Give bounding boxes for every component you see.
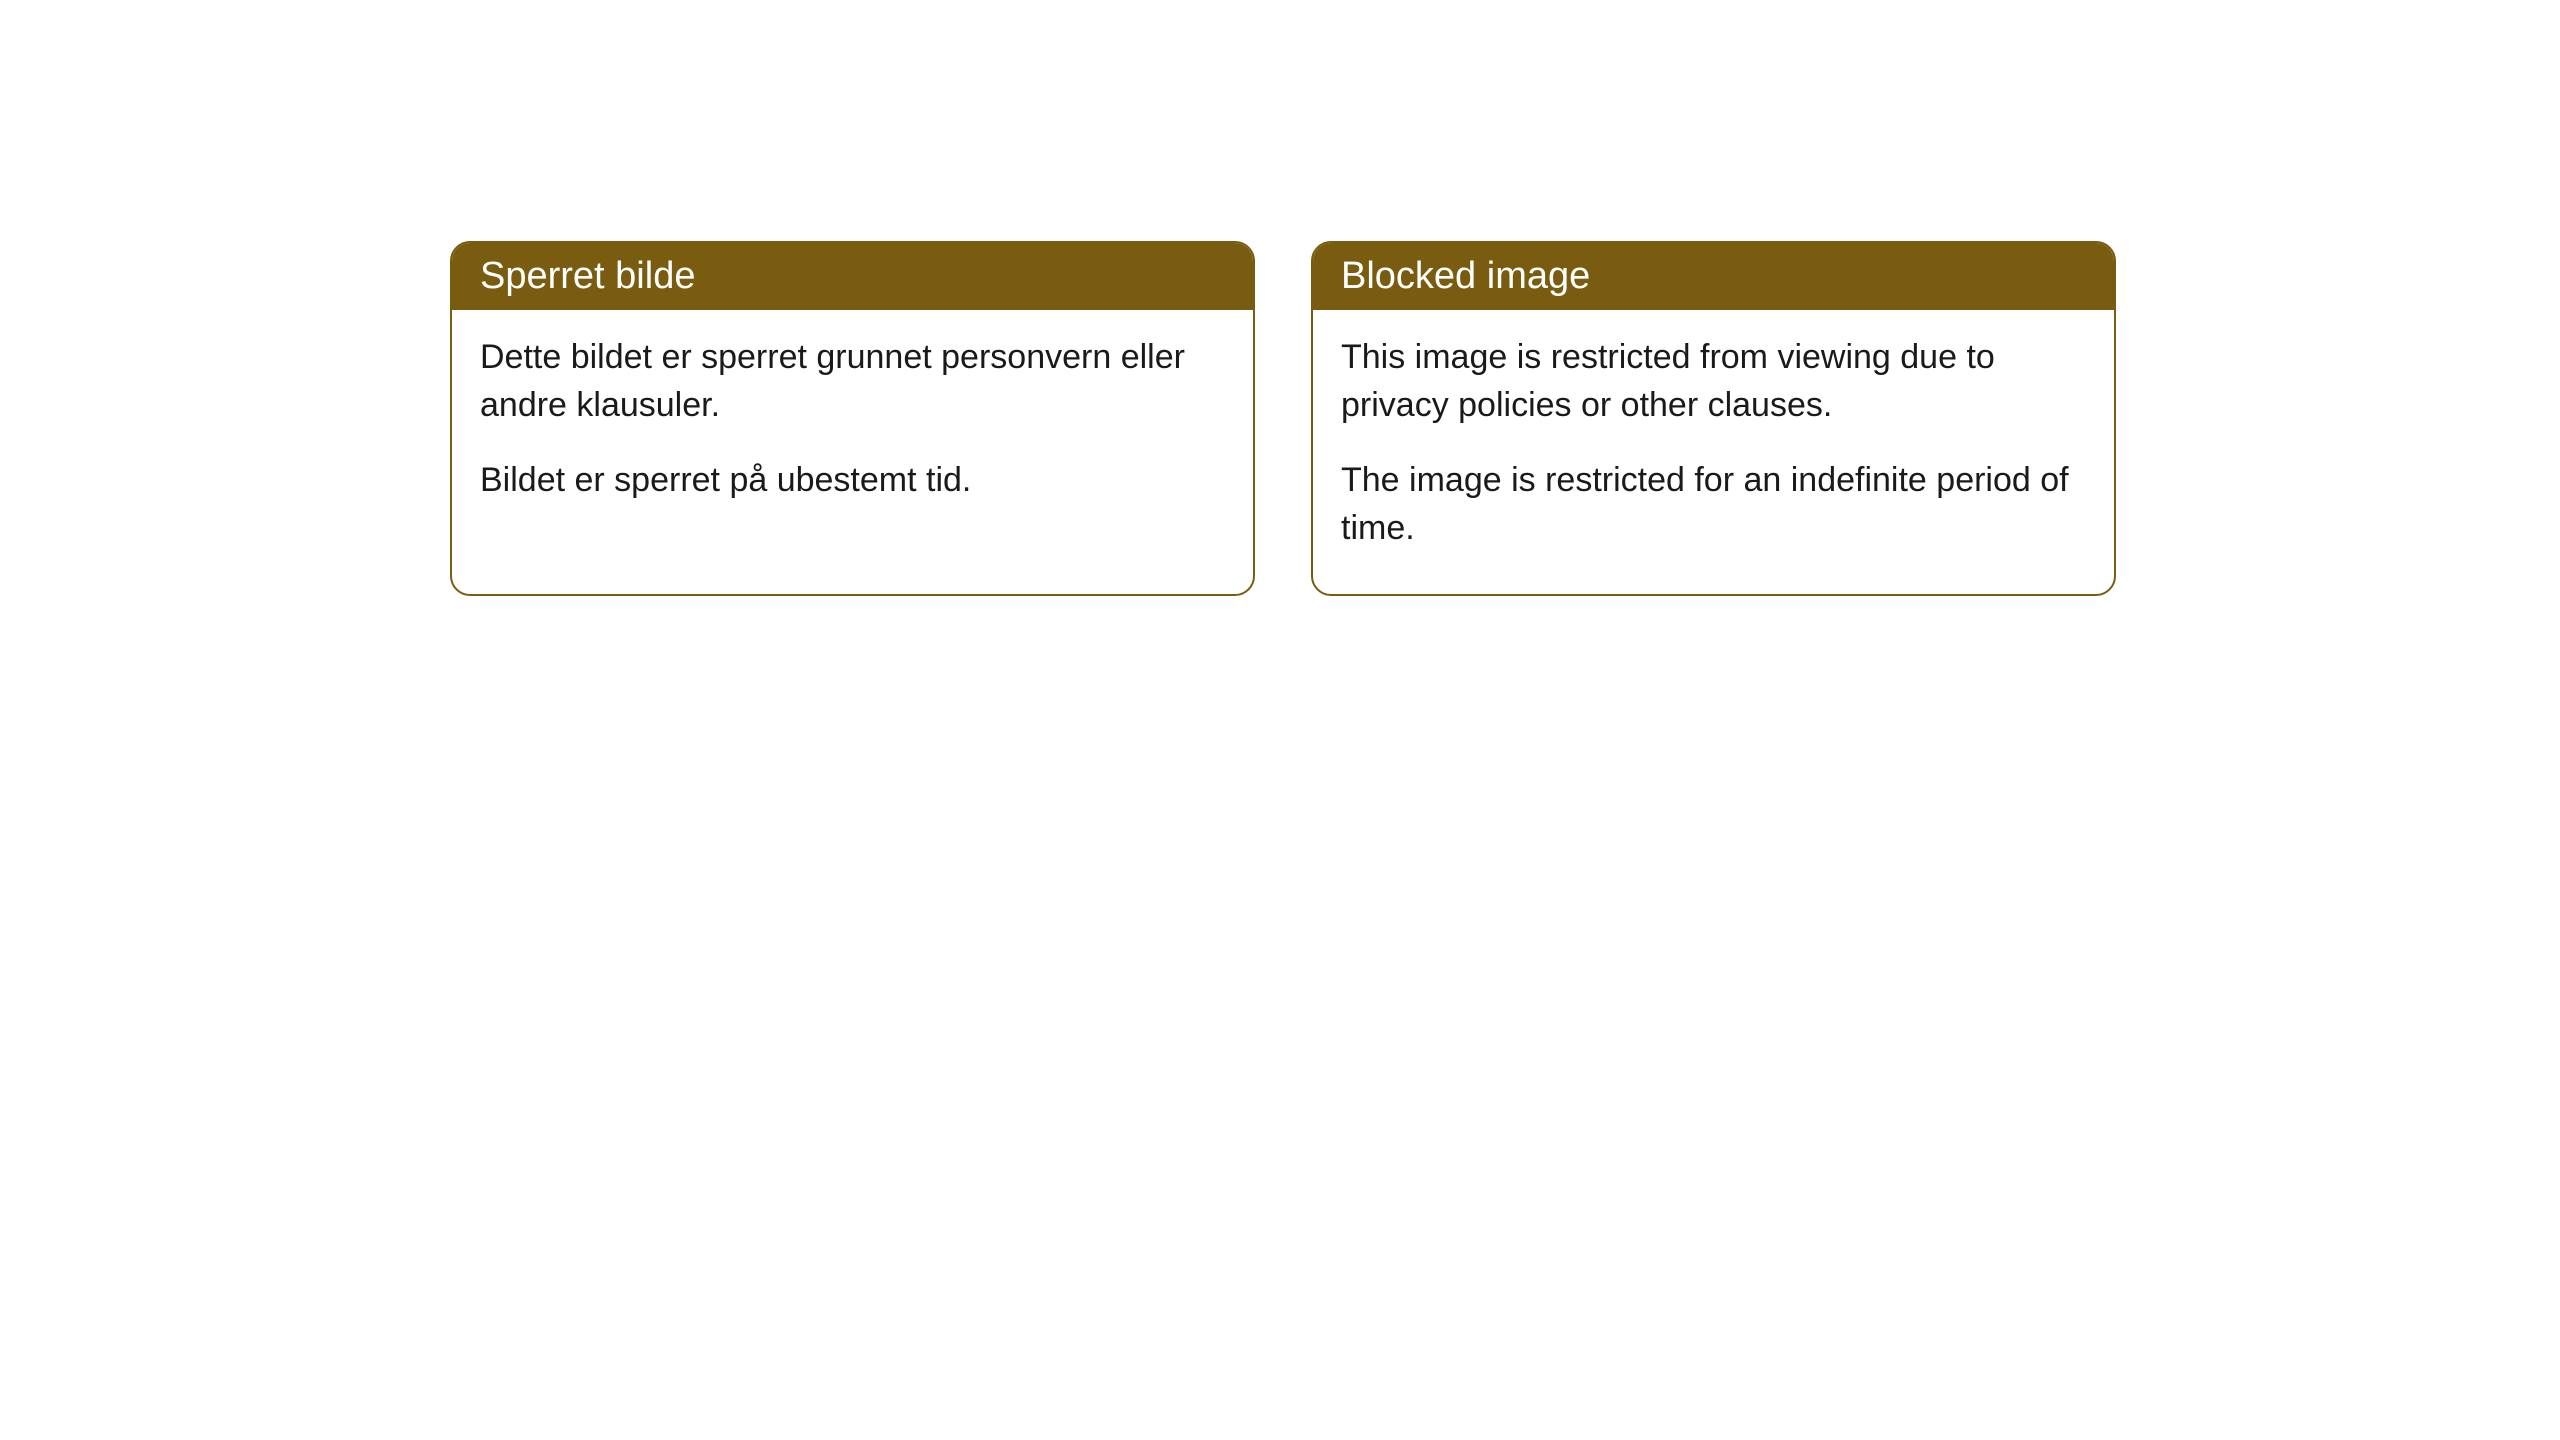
card-paragraph: The image is restricted for an indefinit… (1341, 457, 2086, 552)
notice-cards-container: Sperret bilde Dette bildet er sperret gr… (450, 241, 2116, 596)
card-header: Blocked image (1313, 243, 2114, 310)
card-title: Sperret bilde (480, 255, 695, 297)
card-paragraph: Dette bildet er sperret grunnet personve… (480, 334, 1225, 429)
card-title: Blocked image (1341, 255, 1590, 297)
card-body: Dette bildet er sperret grunnet personve… (452, 310, 1253, 547)
card-body: This image is restricted from viewing du… (1313, 310, 2114, 594)
card-paragraph: This image is restricted from viewing du… (1341, 334, 2086, 429)
notice-card-english: Blocked image This image is restricted f… (1311, 241, 2116, 596)
notice-card-norwegian: Sperret bilde Dette bildet er sperret gr… (450, 241, 1255, 596)
card-header: Sperret bilde (452, 243, 1253, 310)
card-paragraph: Bildet er sperret på ubestemt tid. (480, 457, 1225, 505)
